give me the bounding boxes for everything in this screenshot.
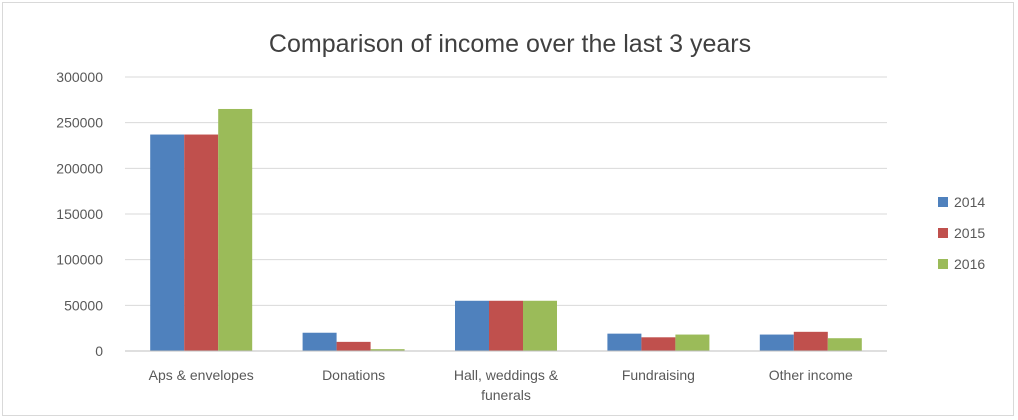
bar-2014 [759, 334, 794, 351]
bars [150, 108, 862, 351]
y-tick-label: 50000 [64, 297, 103, 313]
bar-2015 [641, 337, 676, 351]
bar-2015 [336, 341, 371, 351]
bar-2016 [218, 108, 253, 351]
legend-swatch-2016 [938, 259, 948, 269]
legend-label: 2016 [954, 256, 985, 272]
x-category-label: Other income [769, 367, 853, 383]
bar-2015 [489, 300, 523, 351]
bar-2014 [150, 134, 185, 351]
bar-2014 [455, 300, 489, 351]
y-tick-label: 200000 [56, 160, 103, 176]
legend-label: 2015 [954, 225, 985, 241]
bar-2016 [370, 349, 405, 351]
bar-2016 [827, 338, 862, 351]
y-tick-label: 150000 [56, 206, 103, 222]
legend-swatch-2014 [938, 197, 948, 207]
bar-2015 [184, 134, 219, 351]
x-category-label: Hall, weddings & funerals [454, 367, 559, 403]
y-tick-label: 0 [95, 343, 103, 359]
legend-label: 2014 [954, 194, 985, 210]
bar-2014 [607, 333, 642, 351]
x-category-label: Donations [322, 367, 385, 383]
x-category-label: Fundraising [622, 367, 695, 383]
y-tick-label: 250000 [56, 115, 103, 131]
chart-title: Comparison of income over the last 3 yea… [269, 30, 751, 58]
x-category-label: Aps & envelopes [149, 367, 254, 383]
legend-swatch-2015 [938, 228, 948, 238]
bar-2016 [675, 334, 710, 351]
bar-2014 [302, 332, 337, 351]
bar-2016 [523, 300, 557, 351]
legend: 2014 2015 2016 [938, 194, 985, 272]
y-tick-label: 300000 [56, 69, 103, 85]
y-axis-ticks: 0 50000 100000 150000 200000 250000 300000 [56, 69, 103, 359]
x-axis-categories: Aps & envelopes Donations Hall, weddings &… [149, 367, 853, 403]
y-tick-label: 100000 [56, 252, 103, 268]
bar-2015 [793, 331, 828, 351]
